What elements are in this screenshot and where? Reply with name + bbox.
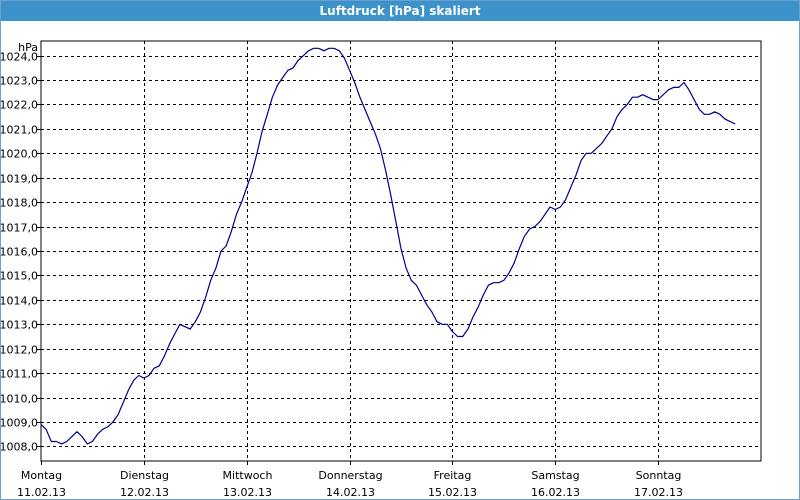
y-tick-label: 1013,0: [1, 319, 38, 332]
y-tick-label: 1023,0: [1, 75, 38, 88]
x-tick-day-label: Sonntag: [636, 469, 682, 482]
x-tick-day-label: Freitag: [434, 469, 472, 482]
y-tick-label: 1008,0: [1, 441, 38, 454]
y-tick-label: 1009,0: [1, 417, 38, 430]
x-tick-date-label: 15.02.13: [428, 486, 477, 499]
x-tick-day-label: Mittwoch: [223, 469, 273, 482]
x-tick-day-label: Donnerstag: [318, 469, 382, 482]
window-title: Luftdruck [hPa] skaliert: [319, 4, 481, 18]
y-tick-label: 1018,0: [1, 197, 38, 210]
y-tick-label: 1020,0: [1, 148, 38, 161]
y-tick-label: 1021,0: [1, 124, 38, 137]
x-tick-day-label: Samstag: [531, 469, 579, 482]
x-tick-date-label: 16.02.13: [531, 486, 580, 499]
y-axis-label: hPa: [18, 41, 38, 54]
x-tick-date-label: 12.02.13: [120, 486, 169, 499]
y-tick-label: 1019,0: [1, 173, 38, 186]
x-tick-date-label: 17.02.13: [634, 486, 683, 499]
y-tick-label: 1017,0: [1, 222, 38, 235]
x-tick-date-label: 14.02.13: [326, 486, 375, 499]
x-tick-date-label: 13.02.13: [223, 486, 272, 499]
y-tick-label: 1012,0: [1, 344, 38, 357]
y-tick-label: 1011,0: [1, 368, 38, 381]
series-line-luftdruck: [40, 47, 736, 445]
y-tick-label: 1022,0: [1, 99, 38, 112]
y-tick-label: 1014,0: [1, 295, 38, 308]
x-tick-day-label: Montag: [21, 469, 62, 482]
y-tick-label: 1024,0: [1, 51, 38, 64]
x-tick-date-label: 11.02.13: [17, 486, 66, 499]
y-tick-label: 1010,0: [1, 393, 38, 406]
y-tick-label: 1015,0: [1, 270, 38, 283]
title-bar: Luftdruck [hPa] skaliert: [1, 1, 799, 21]
x-tick-day-label: Dienstag: [120, 469, 169, 482]
y-tick-label: 1016,0: [1, 246, 38, 259]
